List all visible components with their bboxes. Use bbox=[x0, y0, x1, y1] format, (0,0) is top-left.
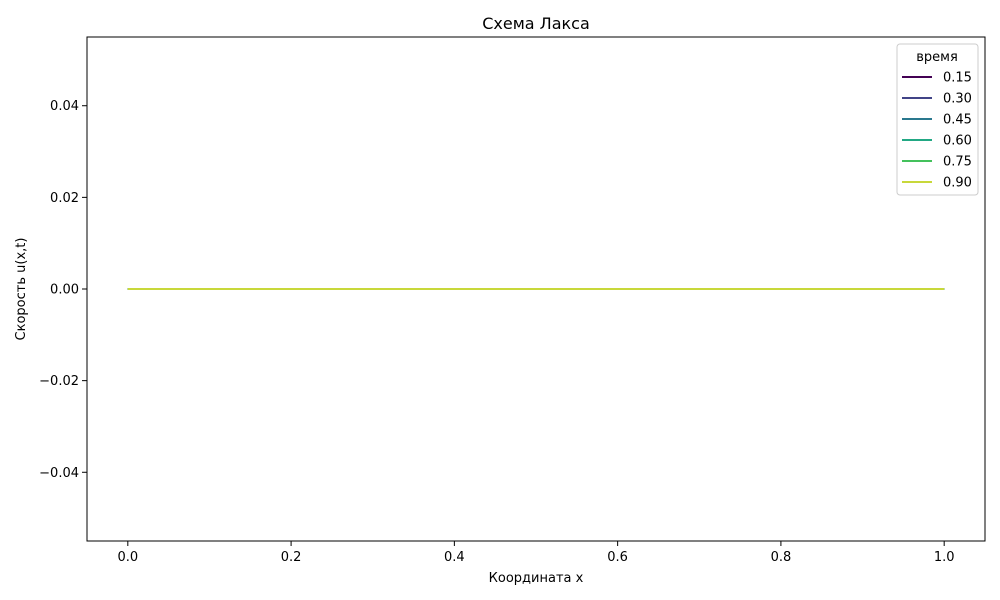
legend-label: 0.15 bbox=[943, 71, 972, 86]
x-axis: 0.0 0.2 0.4 0.6 0.8 1.0 bbox=[117, 541, 955, 565]
x-tick-label: 0.4 bbox=[444, 550, 465, 565]
x-tick-label: 0.6 bbox=[607, 550, 628, 565]
y-tick-label: 0.02 bbox=[50, 191, 79, 206]
y-tick-label: −0.04 bbox=[39, 466, 79, 481]
legend: время 0.15 0.30 0.45 0.60 0.75 0.90 bbox=[896, 43, 979, 196]
x-tick-label: 0.2 bbox=[281, 550, 302, 565]
chart-title: Схема Лакса bbox=[482, 14, 590, 33]
legend-items: 0.15 0.30 0.45 0.60 0.75 0.90 bbox=[902, 71, 972, 191]
legend-label: 0.45 bbox=[943, 113, 972, 128]
y-tick-label: −0.02 bbox=[39, 374, 79, 389]
y-axis: 0.04 0.02 0.00 −0.02 −0.04 bbox=[39, 99, 87, 481]
y-axis-label: Скорость u(x,t) bbox=[14, 238, 29, 341]
legend-label: 0.75 bbox=[943, 155, 972, 170]
legend-label: 0.60 bbox=[943, 134, 972, 149]
x-tick-label: 0.0 bbox=[117, 550, 138, 565]
legend-box bbox=[896, 43, 979, 196]
y-tick-label: 0.00 bbox=[50, 283, 79, 298]
x-tick-label: 1.0 bbox=[934, 550, 955, 565]
x-tick-label: 0.8 bbox=[771, 550, 792, 565]
y-tick-label: 0.04 bbox=[50, 99, 79, 114]
x-axis-label: Координата x bbox=[489, 571, 584, 586]
legend-label: 0.30 bbox=[943, 92, 972, 107]
legend-title: время bbox=[916, 50, 958, 65]
legend-label: 0.90 bbox=[943, 176, 972, 191]
